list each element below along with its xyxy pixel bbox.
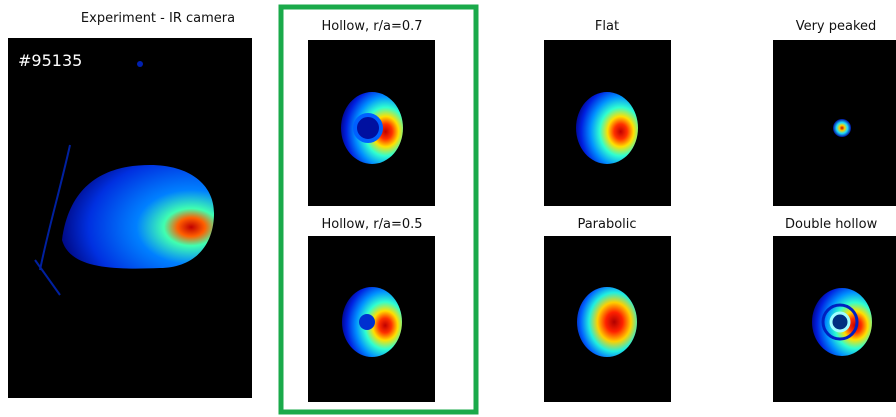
shot-label: #95135: [18, 51, 82, 70]
plasma-blob: [577, 287, 637, 357]
spot: [137, 61, 143, 67]
sim-image: [773, 40, 896, 206]
panel-title: Experiment - IR camera: [81, 11, 235, 26]
panel-title: Hollow, r/a=0.7: [321, 19, 422, 34]
panel-title: Double hollow: [785, 217, 878, 232]
figure: Experiment - IR camera #95135 Hollow, r/…: [0, 0, 896, 417]
panel-title: Flat: [595, 19, 619, 34]
panel-title: Parabolic: [577, 217, 636, 232]
panel-title: Very peaked: [796, 19, 877, 34]
plasma-blob: [576, 92, 638, 164]
hollow-core: [359, 314, 375, 330]
plasma-blob: [833, 119, 851, 137]
hollow-core: [355, 115, 381, 141]
ring: [831, 313, 849, 331]
panel-title: Hollow, r/a=0.5: [321, 217, 422, 232]
